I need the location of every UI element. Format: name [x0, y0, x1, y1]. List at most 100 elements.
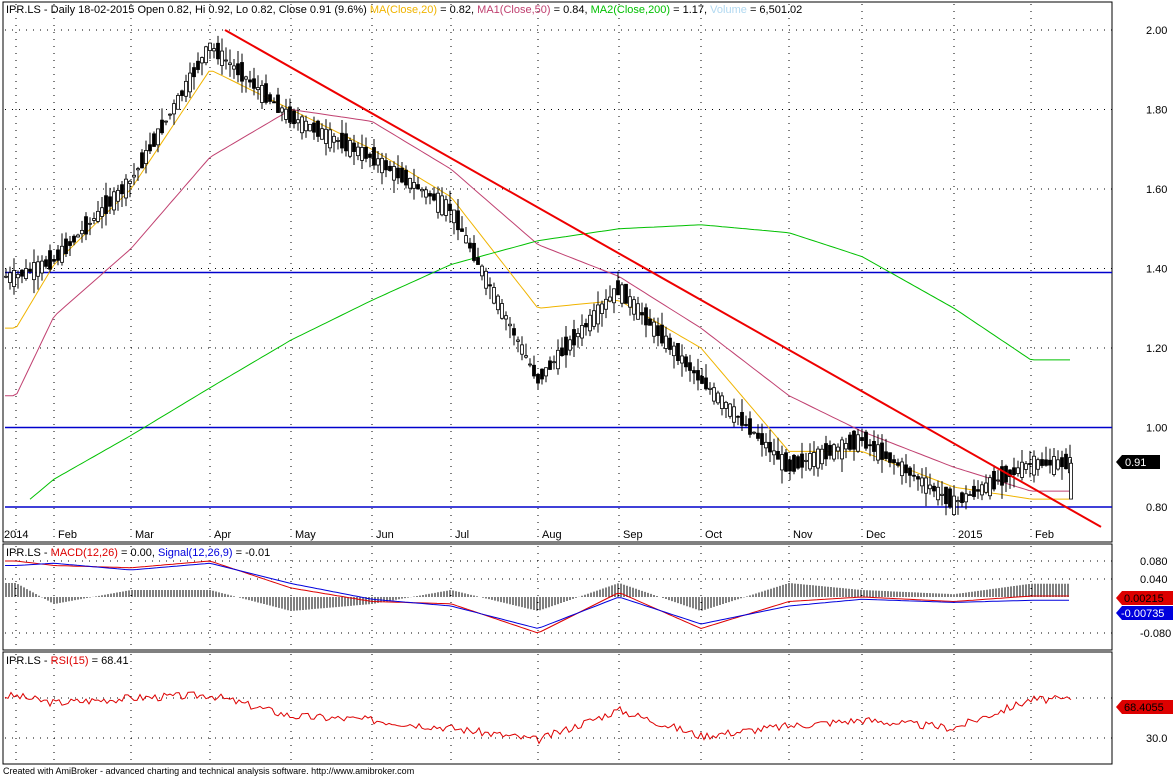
price-bar-body [512, 328, 516, 336]
price-bar-body [24, 268, 28, 279]
price-bar-body [996, 479, 1000, 482]
price-bar-body [36, 261, 40, 277]
price-bar-body [652, 321, 656, 337]
price-bar-body [132, 174, 136, 178]
price-bar-body [464, 235, 468, 244]
price-bar-body [164, 120, 168, 123]
price-bar-body [540, 368, 544, 380]
price-bar-body [504, 315, 508, 320]
price-bar-body [408, 177, 412, 189]
price-bar-body [852, 430, 856, 450]
price-bar-body [736, 415, 740, 418]
axis-labels: 2.00 1.80 1.60 1.40 1.20 1.00 0.80 2014 Feb Mar Ap… [4, 25, 1171, 745]
price-bar-body [412, 182, 416, 189]
macd-badge-text: 0.00215 [1124, 593, 1164, 605]
price-bar-body [764, 441, 768, 449]
price-bar-body [648, 318, 652, 326]
rsi-value: = 68.41 [92, 655, 129, 667]
price-bar-body [272, 101, 276, 104]
price-bar-body [76, 234, 80, 238]
rsi-badge: 68.4055 [1116, 700, 1173, 714]
price-bar-body [100, 207, 104, 217]
price-bar-body [864, 431, 868, 449]
price-bar-body [144, 150, 148, 165]
price-header: IPR.LS - Daily 18-02-2015 Open 0.82, Hi … [6, 4, 802, 16]
price-bar-body [104, 195, 108, 214]
price-bar-body [632, 299, 636, 315]
price-bar-body [596, 304, 600, 325]
price-bar-body [288, 106, 292, 123]
price-bar-body [836, 446, 840, 452]
price-bar-body [520, 344, 524, 355]
price-bar-body [324, 128, 328, 144]
price-bar-body [840, 439, 844, 460]
price-bar-body [284, 108, 288, 120]
price-bar-body [712, 387, 716, 402]
price-bar-body [988, 477, 992, 497]
price-bar-body [228, 62, 232, 65]
price-bar-body [388, 165, 392, 171]
price-bar-body [928, 484, 932, 490]
price-bar-body [1036, 459, 1040, 470]
price-bar-body [828, 444, 832, 456]
price-bar-body [816, 448, 820, 469]
price-bar-body [8, 272, 12, 283]
price-bar-body [148, 144, 152, 152]
signal-label: Signal(12,26,9) [158, 547, 233, 559]
x-tick: Apr [214, 529, 231, 541]
price-bar-body [332, 135, 336, 143]
price-bar-body [1052, 456, 1056, 475]
price-bar-body [964, 493, 968, 503]
price-bar-body [400, 167, 404, 183]
x-tick: May [295, 529, 316, 541]
price-bar-body [516, 339, 520, 342]
price-bar-body [796, 456, 800, 469]
price-bar-body [824, 443, 828, 460]
price-bar-body [732, 406, 736, 423]
ma200-value: = 1.17, [673, 4, 707, 16]
price-bar-body [44, 259, 48, 267]
price-bar-body [688, 362, 692, 371]
price-bar-body [588, 314, 592, 332]
price-bar-body [224, 59, 228, 62]
price-bar-body [620, 284, 624, 304]
price-bar-body [484, 270, 488, 289]
price-bar-body [152, 133, 156, 147]
signal-badge: -0.00735 [1116, 606, 1173, 620]
rsi-panel-frame [2, 651, 1113, 765]
price-bar-body [948, 488, 952, 508]
price-bar-body [96, 210, 100, 222]
price-bar-body [452, 209, 456, 224]
price-bar-body [208, 42, 212, 51]
price-bar-body [904, 464, 908, 474]
price-bar-body [12, 270, 16, 287]
price-bar-body [404, 169, 408, 186]
price-bar-body [788, 459, 792, 472]
x-tick: Aug [542, 529, 562, 541]
trendline-segment [224, 29, 1102, 528]
price-bar-body [856, 434, 860, 452]
price-y-tick: 2.00 [1146, 25, 1167, 37]
price-bar-body [1060, 457, 1064, 468]
price-bar-body [880, 442, 884, 460]
price-bar-body [240, 62, 244, 82]
price-bar-body [352, 142, 356, 152]
price-bar-body [4, 275, 8, 278]
ma50-label: MA1(Close,50) [477, 4, 550, 16]
price-bar-body [936, 486, 940, 501]
price-bar-body [28, 268, 32, 272]
price-bar-body [812, 452, 816, 467]
rsi-line [4, 691, 1072, 745]
macd-panel-frame [2, 543, 1113, 651]
price-bar-body [976, 489, 980, 492]
price-bar-body [616, 280, 620, 296]
price-bar-body [372, 147, 376, 166]
price-bar-body [544, 367, 548, 377]
price-bar-body [184, 80, 188, 97]
price-bar-body [848, 434, 852, 450]
price-bar-body [692, 370, 696, 374]
price-bar-body [304, 120, 308, 132]
x-tick: Jun [376, 529, 394, 541]
price-bar-body [488, 284, 492, 287]
